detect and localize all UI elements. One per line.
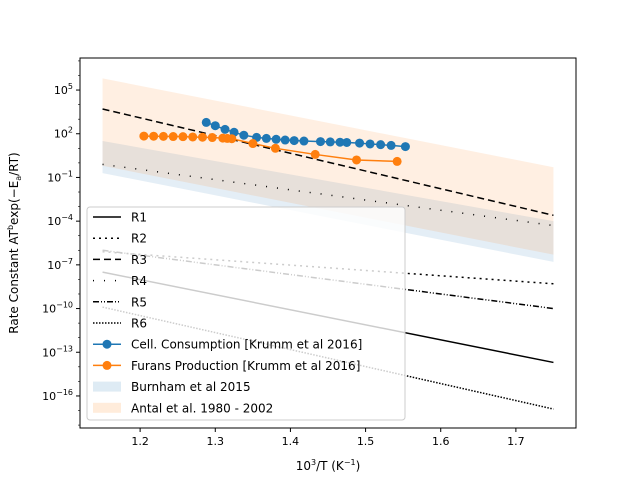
data-point [335, 137, 345, 147]
legend-label: R6 [131, 317, 147, 331]
x-axis-label: 103/T (K−1) [296, 458, 361, 473]
data-point [299, 136, 309, 146]
data-point [210, 121, 220, 131]
data-point [261, 133, 271, 143]
series-line-furans-production-krumm-et-al-2016 [143, 135, 398, 163]
legend-label: Cell. Consumption [Krumm et al 2016] [131, 338, 362, 352]
y-tick-label: 10−16 [42, 388, 73, 403]
legend-label: Furans Production [Krumm et al 2016] [131, 359, 360, 373]
legend-item-r5: R5 [93, 295, 147, 309]
data-point [310, 149, 320, 159]
data-point [386, 140, 396, 150]
legend-swatch [93, 402, 121, 413]
y-tick-label: 10−13 [42, 344, 73, 359]
x-tick-label: 1.7 [507, 435, 525, 448]
legend-item-burnham-et-al-2015: Burnham et al 2015 [93, 380, 251, 394]
x-axis: 1.2 1.3 1.4 1.5 1.6 1.7 [131, 428, 525, 448]
data-point [149, 131, 159, 141]
data-point [239, 130, 249, 140]
data-point [207, 133, 217, 143]
y-tick-label: 102 [54, 126, 73, 141]
legend-item-r4: R4 [93, 274, 147, 288]
data-point [400, 142, 410, 152]
y-tick-label: 10−1 [47, 169, 73, 184]
x-tick-label: 1.4 [282, 435, 300, 448]
legend-marker [102, 360, 112, 370]
x-tick-label: 1.3 [207, 435, 225, 448]
legend-item-r6: R6 [93, 317, 147, 331]
data-point [270, 143, 280, 153]
data-point [289, 136, 299, 146]
legend-label: R1 [131, 211, 147, 225]
y-tick-label: 10−7 [47, 257, 73, 272]
data-point [227, 134, 237, 144]
data-point [376, 140, 386, 150]
legend-marker [102, 339, 112, 349]
data-point [271, 134, 281, 144]
legend-label: Burnham et al 2015 [131, 380, 251, 394]
data-point [158, 131, 168, 141]
data-point [280, 135, 290, 145]
data-point [342, 137, 352, 147]
legend-item-furans-production-krumm-et-al-2016: Furans Production [Krumm et al 2016] [93, 359, 360, 373]
data-point [248, 139, 258, 149]
x-tick-label: 1.5 [357, 435, 375, 448]
data-point [325, 137, 335, 147]
x-tick-label: 1.2 [131, 435, 149, 448]
legend-item-r3: R3 [93, 253, 147, 267]
data-point [168, 132, 178, 142]
series-line-r3 [102, 108, 554, 217]
y-tick-label: 10−4 [47, 213, 73, 228]
data-point [201, 117, 211, 127]
data-point [365, 139, 375, 149]
legend-item-r2: R2 [93, 232, 147, 246]
data-point [188, 132, 198, 142]
y-tick-label: 105 [54, 82, 73, 97]
legend-label: R2 [131, 232, 147, 246]
plot-frame [79, 57, 577, 429]
legend-label: R4 [131, 274, 147, 288]
y-tick-label: 10−10 [42, 301, 73, 316]
legend-box [86, 206, 406, 421]
legend-item-antal-et-al-1980-2002: Antal et al. 1980 - 2002 [93, 401, 273, 415]
legend-label: Antal et al. 1980 - 2002 [131, 401, 273, 415]
data-point [352, 155, 362, 165]
data-point [315, 137, 325, 147]
legend-item-r1: R1 [93, 211, 147, 225]
y-axis: 105 102 10−1 10−4 10−7 10−10 10−13 10−16 [42, 60, 80, 426]
data-point [220, 124, 230, 134]
legend: R1 R2 R3 R4 R5 R6 Cell. Consumption [Krumm et … [86, 206, 406, 421]
legend-label: R3 [131, 253, 147, 267]
data-point [392, 156, 402, 166]
band-burnham-et-al-2015 [102, 141, 554, 262]
y-axis-label: Rate Constant ATbexp(−Ea/RT) [6, 152, 23, 333]
data-point [355, 138, 365, 148]
legend-item-cell-consumption-krumm-et-al-2016: Cell. Consumption [Krumm et al 2016] [93, 338, 362, 352]
legend-label: R5 [131, 295, 147, 309]
data-point [178, 132, 188, 142]
data-point [139, 131, 149, 141]
data-point [198, 132, 207, 142]
legend-swatch [93, 381, 121, 392]
x-tick-label: 1.6 [432, 435, 450, 448]
